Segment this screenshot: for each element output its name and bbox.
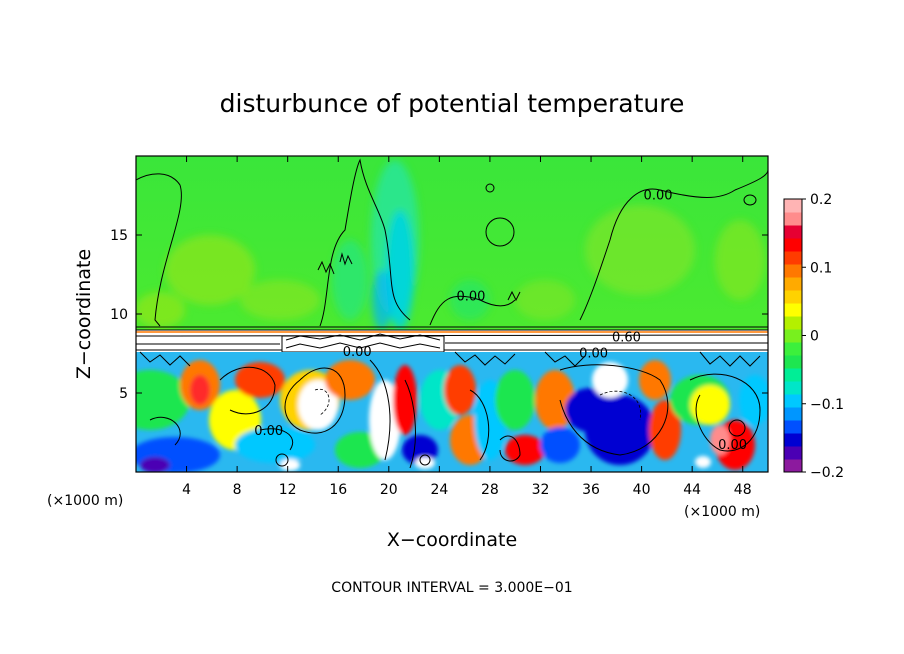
- x-axis-label: X−coordinate: [387, 529, 517, 551]
- colorbar-swatch: [784, 238, 802, 252]
- contour-label: 0.00: [644, 189, 673, 204]
- colorbar-swatch: [784, 407, 802, 421]
- x-scale-note: (×1000 m): [47, 493, 123, 509]
- colorbar-swatch: [784, 225, 802, 239]
- colorbar-swatch: [784, 459, 802, 473]
- colorbar-swatch: [784, 290, 802, 304]
- colorbar-tick-label: 0.1: [810, 260, 832, 276]
- y-tick-label: 5: [119, 386, 128, 402]
- colorbar-swatch: [784, 251, 802, 265]
- colorbar-swatch: [784, 212, 802, 226]
- x-tick-label: 40: [633, 482, 651, 498]
- colorbar-swatch: [784, 264, 802, 278]
- contour-label: 0.00: [254, 424, 283, 439]
- colorbar-swatch: [784, 342, 802, 356]
- x-tick-label: 4: [182, 482, 191, 498]
- inversion-band: [136, 330, 768, 352]
- colorbar-swatch: [784, 381, 802, 395]
- x-tick-label: 28: [481, 482, 499, 498]
- colorbar-tick-label: 0: [810, 329, 819, 345]
- colorbar-tick-label: 0.2: [810, 192, 832, 208]
- colorbar-swatch: [784, 303, 802, 317]
- x-tick-label: 20: [380, 482, 398, 498]
- colorbar-swatch: [784, 355, 802, 369]
- colorbar-swatch: [784, 394, 802, 408]
- colorbar-swatch: [784, 316, 802, 330]
- x-tick-label: 48: [734, 482, 752, 498]
- colorbar-swatch: [784, 368, 802, 382]
- colorbar-swatch: [784, 446, 802, 460]
- x-tick-label: 24: [430, 482, 448, 498]
- y-tick-label: 15: [110, 228, 128, 244]
- x-tick-label: 12: [279, 482, 297, 498]
- colorbar-tick-label: −0.2: [810, 465, 844, 481]
- y-tick-label: 10: [110, 307, 128, 323]
- chart-title: disturbunce of potential temperature: [220, 89, 685, 118]
- colorbar-tick-label: −0.1: [810, 397, 844, 413]
- contour-label: 0.00: [718, 438, 747, 453]
- colorbar-swatch: [784, 329, 802, 343]
- colorbar-swatch: [784, 420, 802, 434]
- contour-label: 0.00: [343, 345, 372, 360]
- heatmap-field: [136, 156, 768, 472]
- colorbar-swatch: [784, 433, 802, 447]
- contour-label: 0.00: [456, 290, 485, 305]
- contour-labels: 0.00 0.00 0.60 0.00 0.00 0.00 0.00: [254, 189, 747, 454]
- x-tick-label: 44: [683, 482, 701, 498]
- x-tick-label: 8: [233, 482, 242, 498]
- y-axis-label: Z−coordinate: [73, 249, 95, 379]
- contour-label: 0.60: [612, 331, 641, 346]
- colorbar: 0.2 0.1 0 −0.1 −0.2: [783, 192, 844, 481]
- contour-lines: [136, 158, 768, 469]
- colorbar-swatch: [784, 277, 802, 291]
- x-tick-label: 36: [582, 482, 600, 498]
- contour-interval-text: CONTOUR INTERVAL = 3.000E−01: [331, 580, 572, 596]
- contour-label: 0.00: [579, 347, 608, 362]
- x-tick-label: 16: [329, 482, 347, 498]
- x-tick-label: 32: [532, 482, 550, 498]
- x-scale-note-right: (×1000 m): [684, 504, 760, 520]
- colorbar-swatch: [784, 199, 802, 213]
